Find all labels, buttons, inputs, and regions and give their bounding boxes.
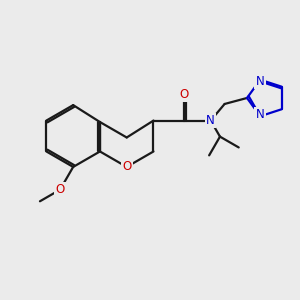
- Text: N: N: [256, 108, 265, 121]
- Text: O: O: [180, 88, 189, 101]
- Text: N: N: [256, 75, 265, 88]
- Text: O: O: [122, 160, 131, 173]
- Text: O: O: [56, 183, 65, 196]
- Text: N: N: [206, 114, 215, 127]
